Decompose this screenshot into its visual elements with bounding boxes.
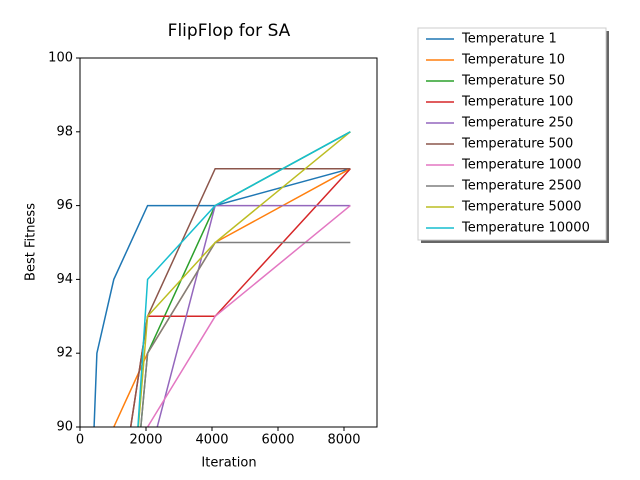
y-tick-label: 96 bbox=[56, 198, 73, 213]
legend-label: Temperature 100 bbox=[461, 95, 573, 110]
series-line bbox=[137, 131, 351, 427]
legend-label: Temperature 5000 bbox=[461, 200, 582, 215]
x-tick-label: 2000 bbox=[129, 433, 162, 448]
y-axis-label: Best Fitness bbox=[24, 203, 39, 281]
y-tick-label: 98 bbox=[56, 124, 73, 139]
series-line bbox=[140, 241, 351, 427]
legend-label: Temperature 10 bbox=[461, 53, 565, 68]
x-tick-label: 0 bbox=[76, 433, 84, 448]
y-tick-label: 100 bbox=[48, 51, 73, 66]
legend-label: Temperature 50 bbox=[461, 74, 565, 89]
plot-frame bbox=[79, 57, 378, 428]
series-line bbox=[93, 167, 351, 427]
legend-label: Temperature 1 bbox=[461, 32, 557, 47]
x-tick-label: 4000 bbox=[195, 433, 228, 448]
y-tick-label: 94 bbox=[56, 272, 73, 287]
legend-label: Temperature 2500 bbox=[461, 179, 582, 194]
legend-label: Temperature 10000 bbox=[461, 221, 590, 236]
x-tick-label: 8000 bbox=[327, 433, 360, 448]
series-line bbox=[137, 131, 351, 427]
series-line bbox=[140, 131, 351, 427]
x-tick-label: 6000 bbox=[261, 433, 294, 448]
legend-label: Temperature 250 bbox=[461, 116, 573, 131]
legend-label: Temperature 500 bbox=[461, 137, 573, 152]
x-axis-label: Iteration bbox=[201, 456, 256, 471]
y-tick-label: 90 bbox=[56, 420, 73, 435]
series-line bbox=[156, 204, 351, 427]
legend-box bbox=[417, 27, 607, 241]
y-tick-label: 92 bbox=[56, 346, 73, 361]
legend-label: Temperature 1000 bbox=[461, 158, 582, 173]
chart-title: FlipFlop for SA bbox=[168, 21, 291, 41]
